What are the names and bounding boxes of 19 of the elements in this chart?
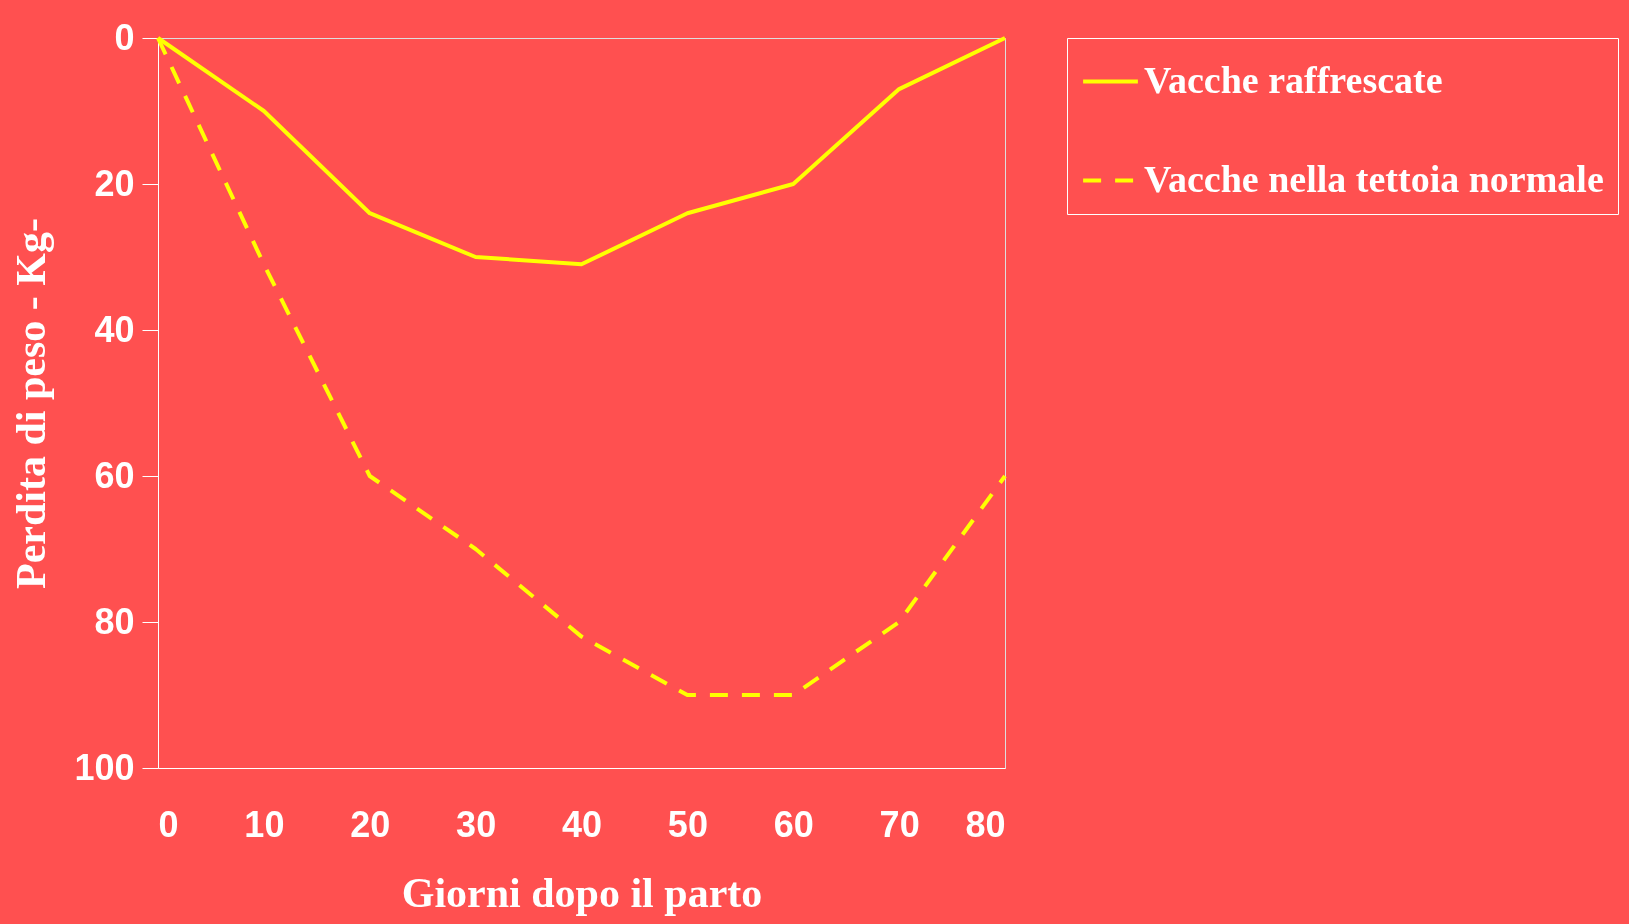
y-axis-title: Perdita di peso - Kg-: [8, 218, 55, 589]
x-tick-label: 70: [879, 803, 920, 845]
x-tick-label: 40: [561, 803, 603, 845]
x-tick-label: 60: [773, 803, 814, 845]
x-tick-label: 30: [456, 803, 497, 845]
x-tick-label: 50: [667, 803, 708, 845]
x-tick-label: 0: [158, 803, 179, 845]
y-tick-label: 0: [114, 16, 135, 58]
x-tick-label: 80: [965, 803, 1006, 845]
y-tick-label: 60: [94, 454, 135, 496]
y-tick-label: 100: [74, 746, 135, 788]
y-tick-label: 40: [94, 308, 135, 350]
y-tick-label: 80: [94, 600, 135, 642]
y-tick-label: 20: [94, 162, 135, 204]
x-tick-label: 10: [244, 803, 285, 845]
x-tick-label: 20: [350, 803, 391, 845]
legend-label: Vacche nella tettoia normale: [1144, 157, 1604, 200]
legend-label: Vacche raffrescate: [1144, 58, 1443, 101]
x-axis-title: Giorni dopo il parto: [401, 869, 763, 916]
